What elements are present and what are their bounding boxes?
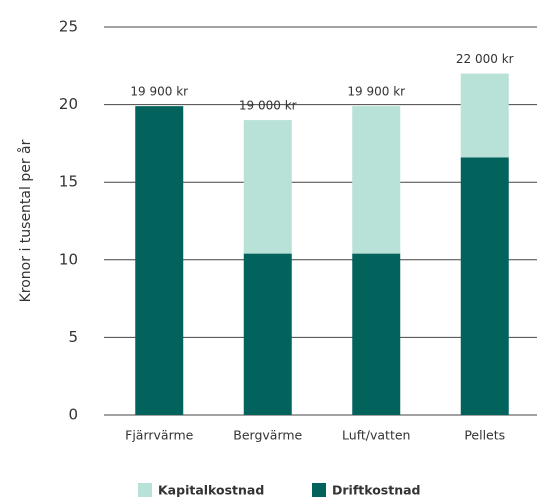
y-tick-label: 20	[59, 95, 78, 113]
y-axis-label: Kronor i tusental per år	[17, 139, 34, 302]
legend-label: Driftkostnad	[332, 483, 421, 498]
x-tick-label: Pellets	[464, 428, 505, 443]
total-label: 19 000 kr	[239, 99, 297, 113]
bar-segment	[352, 106, 401, 254]
bar-segment	[460, 157, 509, 416]
bar-segment	[243, 120, 292, 254]
y-tick-label: 25	[59, 18, 78, 36]
legend-label: Kapitalkostnad	[158, 483, 264, 498]
total-label: 19 900 kr	[130, 85, 188, 99]
bar-segment	[352, 253, 401, 415]
bar-segment	[460, 73, 509, 158]
y-tick-label: 10	[59, 250, 78, 268]
legend-swatch	[138, 483, 152, 497]
x-tick-label: Fjärrvärme	[125, 428, 194, 443]
x-tick-label: Luft/vatten	[342, 428, 410, 443]
bar-segment	[243, 253, 292, 415]
legend-swatch	[312, 483, 326, 497]
total-label: 22 000 kr	[456, 52, 514, 66]
total-label: 19 900 kr	[347, 85, 405, 99]
y-tick-label: 5	[68, 328, 78, 346]
y-tick-label: 15	[59, 173, 78, 191]
y-tick-label: 0	[68, 406, 78, 424]
bar-segment	[135, 106, 184, 415]
x-tick-label: Bergvärme	[233, 428, 302, 443]
